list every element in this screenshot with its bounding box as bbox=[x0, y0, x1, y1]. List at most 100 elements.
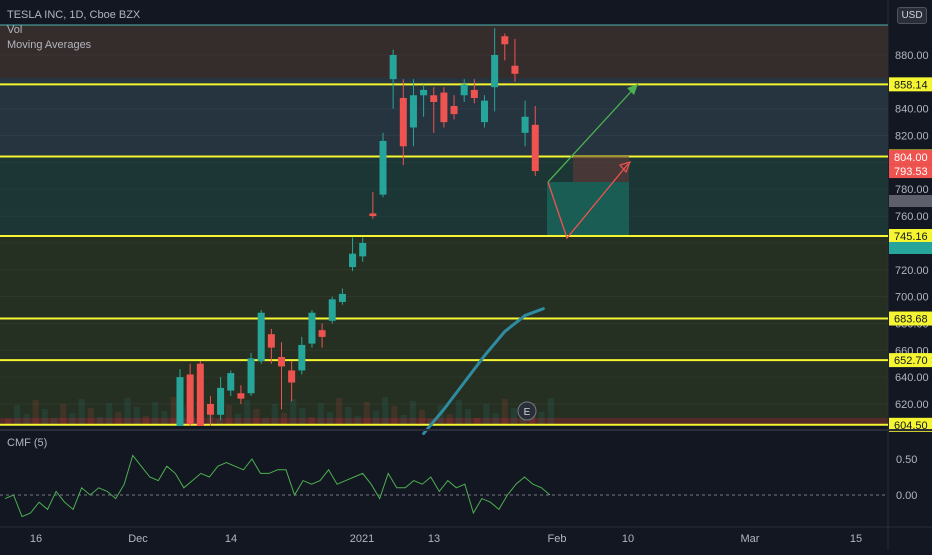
price-tag bbox=[889, 164, 932, 179]
position-box-profit[interactable] bbox=[547, 182, 629, 235]
candle[interactable] bbox=[206, 395, 214, 426]
candle[interactable] bbox=[501, 33, 509, 61]
candle[interactable] bbox=[359, 237, 367, 262]
candle[interactable] bbox=[186, 363, 194, 426]
candle[interactable] bbox=[328, 296, 336, 324]
candle[interactable] bbox=[440, 87, 448, 128]
volume-bar bbox=[60, 404, 67, 425]
candle[interactable] bbox=[521, 100, 529, 147]
candle[interactable] bbox=[460, 79, 468, 102]
volume-bar bbox=[124, 398, 131, 425]
price-tick-label: 780.00 bbox=[895, 184, 929, 196]
volume-bar bbox=[106, 403, 113, 425]
time-tick-label: 15 bbox=[850, 533, 862, 545]
candle[interactable] bbox=[318, 323, 326, 348]
candle[interactable] bbox=[217, 377, 225, 421]
candle[interactable] bbox=[531, 106, 539, 176]
arrow-green-line[interactable] bbox=[547, 83, 639, 183]
candle[interactable] bbox=[237, 385, 245, 404]
level-tag-label: 858.14 bbox=[894, 79, 928, 91]
volume-bar bbox=[382, 397, 389, 425]
cmf-legend[interactable]: CMF (5) bbox=[7, 437, 48, 449]
candle[interactable] bbox=[430, 87, 438, 133]
time-tick-label: 14 bbox=[225, 533, 237, 545]
candle[interactable] bbox=[196, 361, 204, 426]
volume-bar bbox=[400, 415, 407, 425]
volume-bar bbox=[327, 412, 333, 425]
candle[interactable] bbox=[227, 370, 235, 396]
candle[interactable] bbox=[511, 38, 519, 82]
candles[interactable] bbox=[176, 28, 539, 426]
candle[interactable] bbox=[369, 191, 377, 219]
volume-bar bbox=[87, 408, 94, 425]
symbol-title[interactable]: TESLA INC, 1D, Cboe BZX bbox=[7, 9, 141, 21]
volume-bar bbox=[547, 398, 554, 425]
volume-bar bbox=[363, 402, 370, 425]
volume-bar bbox=[336, 398, 343, 425]
candle[interactable] bbox=[247, 352, 255, 396]
candle[interactable] bbox=[481, 95, 488, 128]
cmf-pane[interactable]: 0.50 0.00 bbox=[0, 454, 917, 518]
hidden-tag bbox=[889, 195, 932, 207]
candle[interactable] bbox=[409, 79, 417, 147]
arrow-red-line[interactable] bbox=[547, 163, 629, 240]
horizontal-levels[interactable] bbox=[0, 83, 888, 426]
time-tick-label: Dec bbox=[128, 533, 148, 545]
price-grid bbox=[0, 54, 888, 405]
level-tag-label: 745.16 bbox=[894, 231, 928, 243]
candle[interactable] bbox=[379, 132, 387, 198]
cmf-tick-label: 0.00 bbox=[896, 490, 917, 502]
candle[interactable] bbox=[257, 310, 265, 364]
chart-legend[interactable]: TESLA INC, 1D, Cboe BZX Vol Moving Avera… bbox=[7, 8, 140, 53]
volume-bar bbox=[78, 399, 85, 425]
projection-arrows[interactable] bbox=[547, 83, 639, 240]
volume-bar bbox=[161, 411, 168, 425]
price-tick-label: 700.00 bbox=[895, 292, 929, 304]
candle[interactable] bbox=[308, 310, 316, 348]
volume-bar bbox=[409, 401, 416, 425]
zone-top bbox=[0, 25, 888, 78]
volume-bar bbox=[428, 419, 435, 425]
level-price-tags: 858.14804.40745.16683.68652.70604.50804.… bbox=[889, 77, 932, 432]
candle[interactable] bbox=[399, 79, 407, 166]
candle[interactable] bbox=[298, 336, 306, 375]
candle[interactable] bbox=[338, 288, 346, 305]
volume-bar bbox=[225, 405, 232, 425]
volume-bar bbox=[455, 400, 462, 425]
earnings-marker[interactable]: E bbox=[517, 401, 537, 421]
level-tag bbox=[889, 77, 932, 92]
zone-mid bbox=[0, 156, 888, 235]
time-axis[interactable]: 16 Dec 14 2021 13 Feb 10 Mar 15 bbox=[30, 533, 862, 545]
position-box-loss[interactable] bbox=[573, 156, 629, 182]
candle[interactable] bbox=[491, 28, 499, 112]
price-axis[interactable] bbox=[888, 0, 932, 550]
price-tick-label: 720.00 bbox=[895, 265, 929, 277]
volume-bar bbox=[51, 418, 57, 425]
indicator-moving-averages[interactable]: Moving Averages bbox=[7, 39, 92, 51]
level-tag bbox=[889, 417, 932, 432]
level-tag bbox=[889, 228, 932, 243]
zone-bottom bbox=[0, 418, 888, 425]
arrow-green-head bbox=[627, 84, 638, 95]
volume-bar bbox=[501, 399, 508, 425]
candle[interactable] bbox=[278, 342, 285, 410]
volume-bar bbox=[373, 411, 379, 425]
volume-bar bbox=[23, 414, 30, 425]
candle[interactable] bbox=[267, 328, 275, 364]
time-tick-label: Feb bbox=[548, 533, 567, 545]
candle[interactable] bbox=[176, 369, 184, 426]
candle[interactable] bbox=[450, 95, 458, 120]
candle[interactable] bbox=[470, 79, 478, 104]
cmf-tick-label: 0.50 bbox=[896, 454, 917, 466]
level-tag-label: 683.68 bbox=[894, 314, 928, 326]
candle[interactable] bbox=[288, 361, 296, 402]
candle[interactable] bbox=[349, 237, 357, 272]
currency-badge[interactable]: USD bbox=[897, 7, 927, 24]
candle[interactable] bbox=[420, 84, 428, 117]
volume-bar bbox=[170, 397, 177, 425]
indicator-vol[interactable]: Vol bbox=[7, 24, 23, 36]
hidden-tag bbox=[889, 242, 932, 254]
moving-average bbox=[422, 307, 545, 436]
candle[interactable] bbox=[389, 49, 397, 109]
